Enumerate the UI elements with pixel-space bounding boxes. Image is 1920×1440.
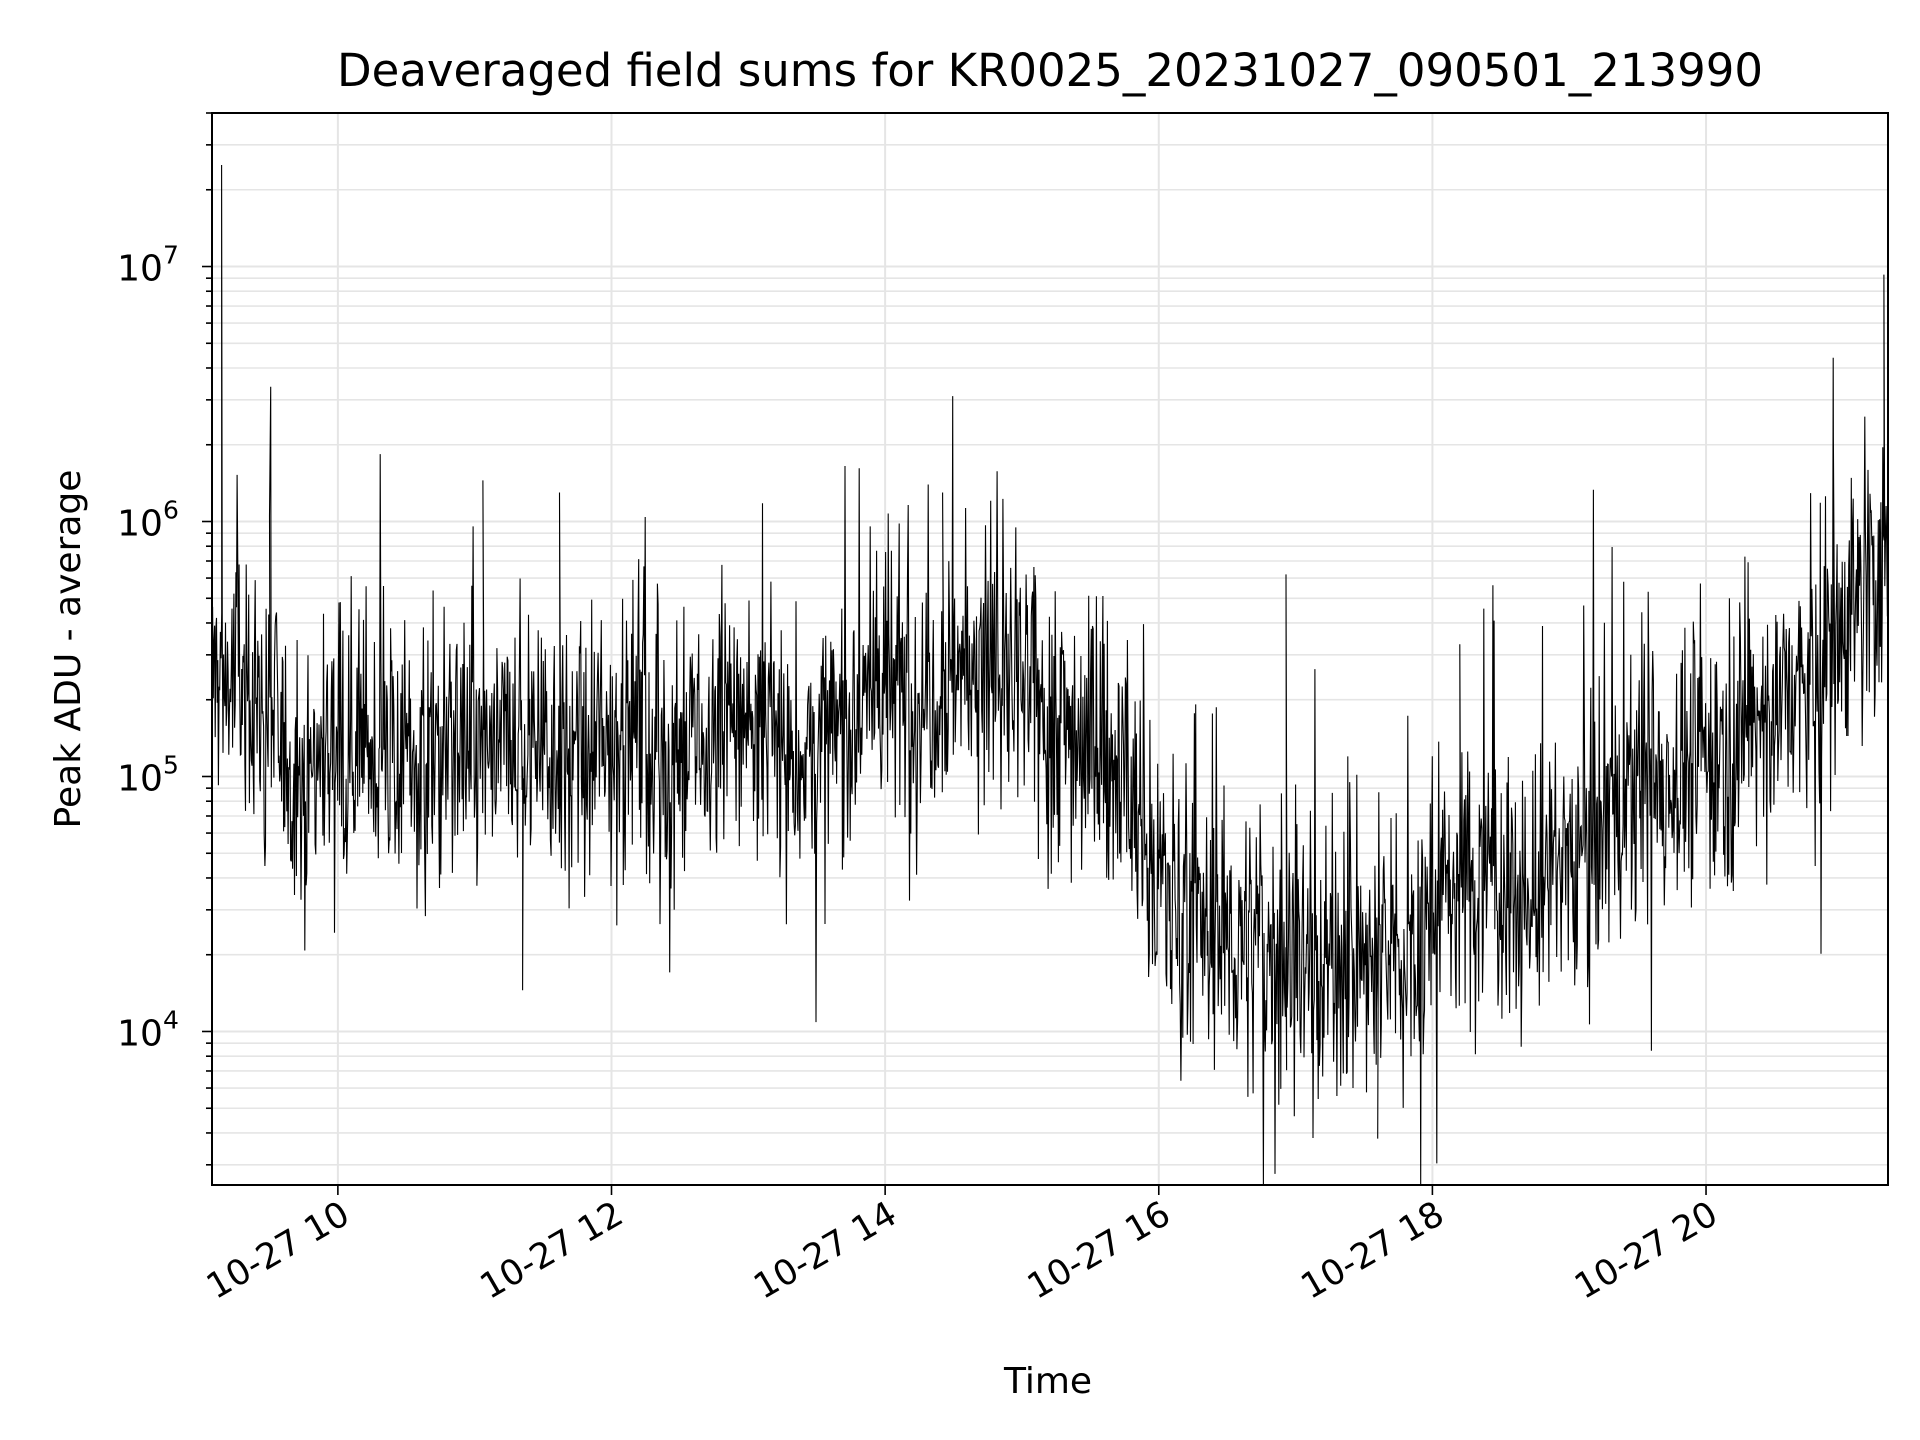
chart: 104 105 106 107 10-27 10 10-27 12 10-27 14 10-2… <box>0 0 1920 1440</box>
x-tick-label: 10-27 16 <box>1021 1194 1177 1307</box>
y-tick-label: 104 <box>117 1005 179 1054</box>
x-tick-label: 10-27 20 <box>1568 1194 1724 1307</box>
x-tick-label: 10-27 18 <box>1295 1194 1451 1307</box>
x-tick-label: 10-27 12 <box>474 1194 630 1307</box>
chart-title: Deaveraged field sums for KR0025_2023102… <box>337 44 1763 97</box>
x-axis-label: Time <box>1003 1361 1092 1402</box>
y-tick-label: 107 <box>117 241 179 290</box>
y-tick-label: 105 <box>117 750 179 799</box>
y-tick-label: 106 <box>117 496 179 545</box>
x-tick-label: 10-27 10 <box>200 1194 356 1307</box>
x-tick-label: 10-27 14 <box>747 1194 903 1307</box>
y-axis-label: Peak ADU - average <box>48 470 89 829</box>
